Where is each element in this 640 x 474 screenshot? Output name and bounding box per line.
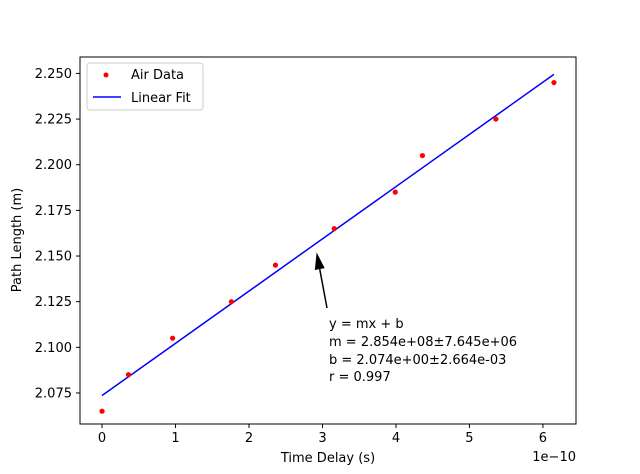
x-tick-label: 1 bbox=[171, 431, 179, 446]
data-point bbox=[331, 226, 337, 232]
x-tick-label: 0 bbox=[98, 431, 106, 446]
y-tick-label: 2.125 bbox=[35, 295, 72, 310]
x-ticks: 0 1 2 3 4 5 6 bbox=[98, 424, 547, 446]
y-tick-label: 2.100 bbox=[35, 341, 72, 356]
legend-label-linear-fit: Linear Fit bbox=[131, 91, 191, 106]
x-axis-label: Time Delay (s) bbox=[280, 451, 375, 466]
y-tick-label: 2.250 bbox=[35, 67, 72, 82]
data-point bbox=[392, 189, 398, 195]
annotation-arrow bbox=[314, 252, 328, 309]
legend-box bbox=[86, 62, 204, 111]
data-point bbox=[272, 262, 279, 268]
y-tick-label: 2.150 bbox=[35, 250, 72, 265]
y-axis-label: Path Length (m) bbox=[10, 188, 25, 292]
plot-frame bbox=[79, 56, 577, 425]
y-tick-label: 2.175 bbox=[35, 204, 72, 219]
data-point bbox=[169, 335, 176, 341]
legend: Air Data Linear Fit bbox=[86, 62, 204, 111]
y-tick-label: 2.200 bbox=[35, 158, 72, 173]
y-tick-label: 2.225 bbox=[35, 113, 72, 128]
legend-marker-air-data bbox=[103, 72, 109, 78]
x-tick-label: 6 bbox=[539, 431, 547, 446]
fit-line bbox=[101, 73, 555, 397]
x-tick-label: 5 bbox=[465, 431, 473, 446]
x-tick-label: 4 bbox=[392, 431, 400, 446]
annotation-line-intercept: b = 2.074e+00±2.664e-03 bbox=[329, 353, 506, 368]
data-point bbox=[99, 408, 105, 414]
fit-annotation: y = mx + b m = 2.854e+08±7.645e+06 b = 2… bbox=[314, 252, 517, 385]
y-tick-label: 2.075 bbox=[35, 386, 72, 401]
x-tick-label: 3 bbox=[318, 431, 326, 446]
x-tick-label: 2 bbox=[245, 431, 253, 446]
annotation-line-equation: y = mx + b bbox=[329, 317, 404, 332]
arrow-shaft bbox=[318, 268, 328, 309]
data-point bbox=[419, 152, 426, 159]
y-ticks: 2.075 2.100 2.125 2.150 2.175 2.200 2.225 2.250 bbox=[35, 67, 80, 401]
data-point bbox=[551, 79, 557, 86]
arrow-head bbox=[314, 252, 325, 270]
data-point bbox=[228, 299, 234, 305]
data-point bbox=[125, 372, 132, 378]
series-layer bbox=[99, 73, 557, 414]
data-point bbox=[493, 116, 499, 122]
annotation-line-slope: m = 2.854e+08±7.645e+06 bbox=[329, 335, 517, 350]
x-offset-label: 1e−10 bbox=[532, 450, 576, 465]
legend-label-air-data: Air Data bbox=[131, 68, 184, 83]
annotation-line-r: r = 0.997 bbox=[329, 370, 391, 385]
